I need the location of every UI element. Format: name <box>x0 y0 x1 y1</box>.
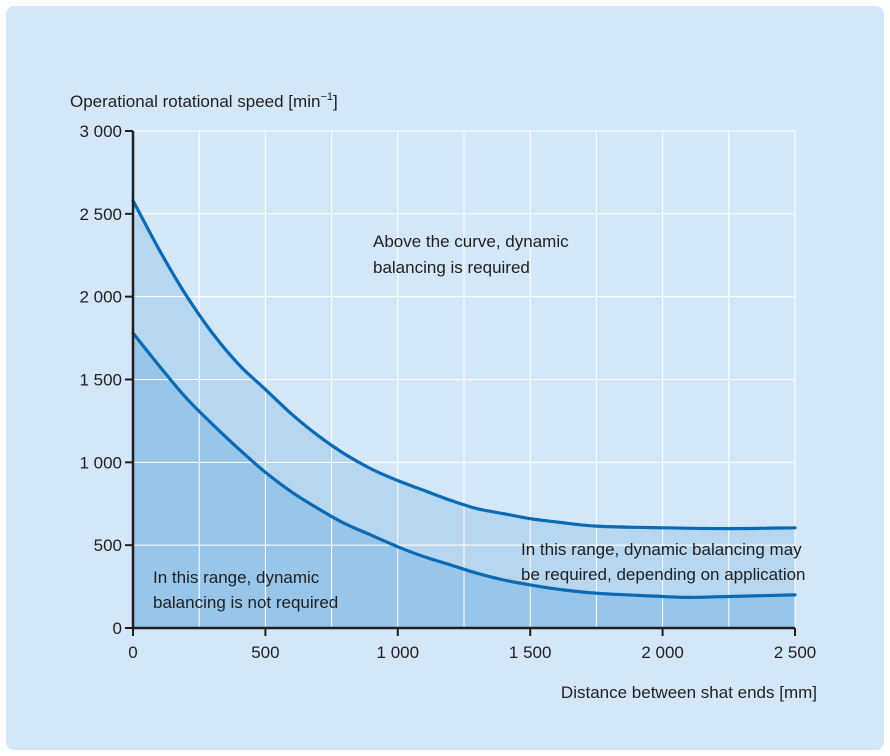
y-axis-title: Operational rotational speed [min−1] <box>70 91 338 111</box>
annotation-above-curve: Above the curve, dynamic balancing is re… <box>373 232 573 277</box>
area-fills <box>133 200 795 628</box>
x-tick-label: 500 <box>251 643 279 662</box>
x-axis-title: Distance between shat ends [mm] <box>561 683 817 702</box>
tick-labels: 0 500 1 000 1 500 2 000 2 500 3 000 0 500 1 000 1 … <box>79 122 816 662</box>
y-axis-title-main: Operational rotational speed [min <box>70 92 320 111</box>
curve-1 <box>131 199 797 531</box>
x-tick-label: 2 000 <box>641 643 684 662</box>
annotation-between-line-1: In this range, dynamic balancing may <box>521 540 802 559</box>
y-tick-label: 1 500 <box>79 371 122 390</box>
y-tick-label: 1 000 <box>79 453 122 472</box>
y-tick-label: 2 500 <box>79 205 122 224</box>
curves <box>131 199 797 600</box>
annotation-between-curves: In this range, dynamic balancing may be … <box>521 540 806 584</box>
y-tick-label: 0 <box>113 619 122 638</box>
gridlines <box>133 130 796 628</box>
annotation-above-line-1: Above the curve, dynamic <box>373 232 569 251</box>
x-tick-label: 2 500 <box>774 643 817 662</box>
area-fill-2 <box>133 333 795 628</box>
annotation-below-line-1: In this range, dynamic <box>153 568 320 587</box>
x-tick-label: 1 000 <box>377 643 420 662</box>
y-tick-label: 2 000 <box>79 288 122 307</box>
annotation-above-line-2: balancing is required <box>373 258 530 277</box>
axes <box>125 130 796 636</box>
x-tick-label: 1 500 <box>509 643 552 662</box>
curve-2 <box>131 331 797 600</box>
y-axis-title-superscript: −1 <box>320 91 333 103</box>
x-tick-label: 0 <box>128 643 137 662</box>
y-axis-title-close: ] <box>333 92 338 111</box>
annotation-between-line-2: be required, depending on application <box>521 565 806 584</box>
annotation-below-line-2: balancing is not required <box>153 593 338 612</box>
y-tick-label: 500 <box>94 536 122 555</box>
y-tick-label: 3 000 <box>79 122 122 141</box>
annotation-below-curve: In this range, dynamic balancing is not … <box>153 568 338 612</box>
